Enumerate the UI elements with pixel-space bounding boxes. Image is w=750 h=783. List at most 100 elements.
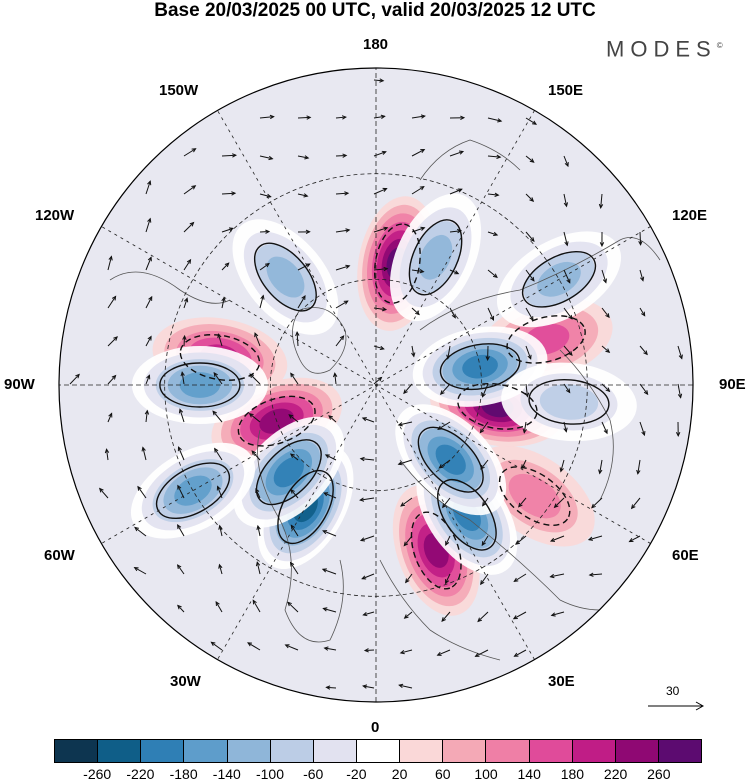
- wind-arrow: [107, 336, 118, 347]
- wind-arrow: [639, 383, 649, 396]
- colorbar-bin: [658, 740, 702, 762]
- colorbar-bin: [184, 740, 228, 762]
- wind-arrow: [449, 115, 466, 120]
- colorbar-tick-label: 260: [647, 766, 671, 782]
- colorbar-bin: [141, 740, 185, 762]
- wind-arrow: [525, 345, 532, 360]
- wind-arrow: [446, 345, 451, 360]
- wind-arrow: [675, 421, 681, 438]
- wind-arrow: [487, 117, 503, 123]
- anomaly-shape: [508, 473, 561, 519]
- height-contour: [179, 334, 261, 381]
- colorbar-bin: [572, 740, 616, 762]
- colorbar-ticks: -260 -220 -180 -140 -100 -60 -20 20 60 100 140 180 2…: [54, 766, 702, 783]
- wind-arrow: [98, 487, 109, 499]
- wind-arrow: [362, 684, 375, 689]
- wind-arrow: [549, 535, 565, 542]
- lon-label-180: 180: [363, 36, 389, 53]
- wind-arrow: [477, 611, 489, 623]
- wind-arrow: [178, 408, 185, 423]
- lon-label-30e: 30E: [548, 673, 575, 690]
- map-border: [58, 67, 694, 703]
- wind-arrow: [399, 649, 413, 655]
- colorbar-tick-label: -180: [169, 766, 198, 782]
- wind-arrow: [290, 372, 299, 385]
- colorbar-bin: [270, 740, 314, 762]
- colorbar-bin: [313, 740, 357, 762]
- colorbar-tick-label: 60: [435, 766, 451, 782]
- wind-arrow: [362, 611, 375, 617]
- colorbar-tick-label: -140: [212, 766, 241, 782]
- wind-arrow: [177, 446, 185, 461]
- wind-arrow: [322, 530, 337, 537]
- wind-arrow: [107, 412, 113, 423]
- wind-arrow: [587, 535, 603, 541]
- wind-arrow: [180, 371, 185, 385]
- lon-label-30w: 30W: [170, 673, 201, 690]
- brand-logo: MODES©: [606, 34, 723, 61]
- wind-arrow: [256, 524, 261, 537]
- wind-arrow: [601, 307, 610, 319]
- wind-arrow: [487, 154, 502, 160]
- height-contour: [439, 343, 521, 391]
- wind-arrow: [411, 345, 416, 358]
- wind-arrow: [328, 415, 337, 423]
- wind-arrow: [398, 683, 413, 689]
- wind-arrow: [518, 497, 527, 508]
- wind-arrow: [335, 191, 350, 196]
- wind-arrow: [553, 497, 565, 509]
- wind-arrow: [598, 193, 604, 209]
- anomaly-shape: [179, 372, 221, 398]
- colorbar-tick-label: 220: [603, 766, 628, 782]
- height-contour: [408, 219, 463, 296]
- wind-arrow: [601, 421, 608, 435]
- wind-arrow: [630, 497, 641, 510]
- wind-arrow: [104, 448, 110, 461]
- wind-arrow: [145, 295, 153, 309]
- wind-arrow: [323, 646, 337, 651]
- colorbar: [54, 739, 702, 763]
- anomaly-shape: [266, 256, 305, 298]
- wind-arrow: [290, 488, 299, 499]
- wind-arrow: [361, 417, 375, 423]
- wind-arrow: [559, 459, 565, 473]
- wind-arrow: [400, 497, 413, 507]
- wind-arrow: [252, 599, 261, 613]
- wind-arrow: [361, 573, 375, 580]
- colorbar-bin: [529, 740, 573, 762]
- wind-arrow: [439, 383, 451, 396]
- wind-arrow: [550, 611, 565, 617]
- colorbar-bin: [400, 740, 444, 762]
- wind-arrow: [522, 421, 527, 434]
- wind-arrow: [212, 410, 223, 423]
- anomaly-shape: [273, 457, 304, 488]
- wind-arrow: [183, 297, 189, 309]
- wind-arrow: [289, 561, 299, 575]
- wind-arrow: [563, 307, 573, 320]
- wind-arrow: [397, 459, 413, 466]
- wind-arrow: [141, 446, 147, 461]
- wind-arrow: [487, 231, 499, 237]
- wind-arrow: [221, 153, 238, 158]
- wind-arrow: [639, 269, 645, 282]
- wind-arrow: [480, 573, 489, 586]
- wind-arrow: [145, 374, 151, 385]
- wind-arrow: [284, 644, 299, 651]
- wind-arrow: [588, 572, 603, 577]
- wind-arrow: [482, 497, 489, 507]
- wind-arrow: [145, 335, 152, 347]
- wind-arrow: [297, 263, 311, 271]
- wind-arrow: [177, 604, 185, 613]
- wind-arrow: [221, 262, 230, 271]
- colorbar-tick-label: -60: [303, 766, 324, 782]
- lon-label-120w: 120W: [35, 207, 75, 224]
- wind-arrow: [405, 573, 413, 584]
- wind-arrow: [295, 331, 300, 347]
- wind-vectors: [69, 78, 683, 690]
- wind-arrow: [411, 114, 426, 119]
- colorbar-tick-label: -100: [255, 766, 285, 782]
- wind-arrow: [335, 300, 349, 309]
- wind-arrow: [513, 649, 527, 657]
- wind-arrow: [183, 221, 195, 233]
- graticule: [59, 68, 693, 702]
